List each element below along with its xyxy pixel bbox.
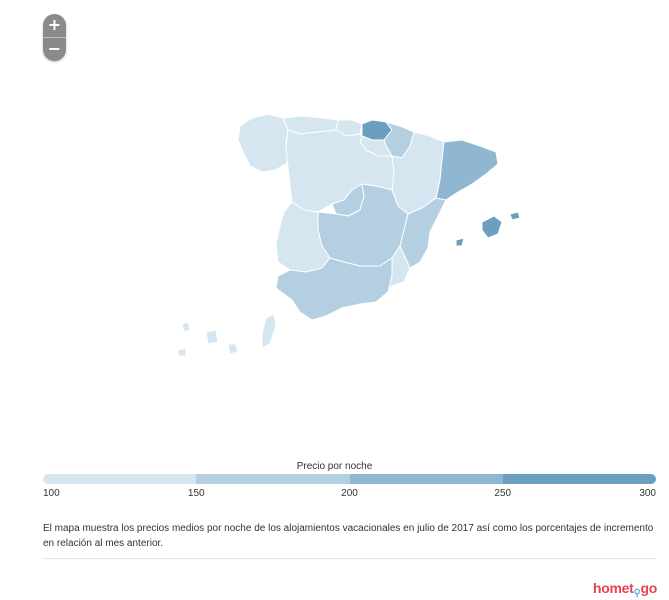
region-baleares-mallorca[interactable] <box>481 215 503 239</box>
legend-tick-label: 300 <box>639 488 656 499</box>
zoom-control: + − <box>43 14 66 61</box>
legend-band-3 <box>502 474 656 484</box>
legend-band-2 <box>349 474 503 484</box>
region-cataluna[interactable] <box>435 139 499 201</box>
region-baleares-menorca[interactable] <box>509 211 521 221</box>
map-caption: El mapa muestra los precios medios por n… <box>43 523 654 549</box>
region-canarias-3[interactable] <box>205 329 219 345</box>
zoom-divider <box>43 37 66 38</box>
region-canarias-5[interactable] <box>177 347 187 357</box>
hometogo-logo[interactable]: homet⚲go <box>592 580 657 599</box>
legend-tick-label: 100 <box>43 488 60 499</box>
map-pin-icon: ⚲ <box>633 588 641 599</box>
region-murcia[interactable] <box>387 245 411 293</box>
legend-tick-label: 150 <box>187 488 205 499</box>
legend-color-scale <box>43 474 656 484</box>
region-comunidad-valenciana[interactable] <box>399 197 447 269</box>
brand-text-suffix: go <box>640 580 657 596</box>
region-canarias-4[interactable] <box>181 321 191 333</box>
region-canarias-1[interactable] <box>261 313 277 349</box>
region-baleares-ibiza[interactable] <box>455 237 465 247</box>
legend-tick-label: 250 <box>494 488 512 499</box>
zoom-in-button[interactable]: + <box>47 15 62 34</box>
footer-divider <box>43 558 656 559</box>
legend-band-1 <box>196 474 350 484</box>
legend-ticks: 100 150 200 250 300 <box>0 488 669 502</box>
spain-map[interactable] <box>0 0 669 440</box>
region-canarias-2[interactable] <box>227 343 239 355</box>
legend-tick-label: 200 <box>341 488 358 499</box>
zoom-out-button[interactable]: − <box>47 39 62 58</box>
legend-title: Precio por noche <box>296 461 373 472</box>
brand-text-prefix: homet <box>592 580 634 596</box>
region-galicia[interactable] <box>237 113 289 173</box>
legend-band-0 <box>43 474 197 484</box>
